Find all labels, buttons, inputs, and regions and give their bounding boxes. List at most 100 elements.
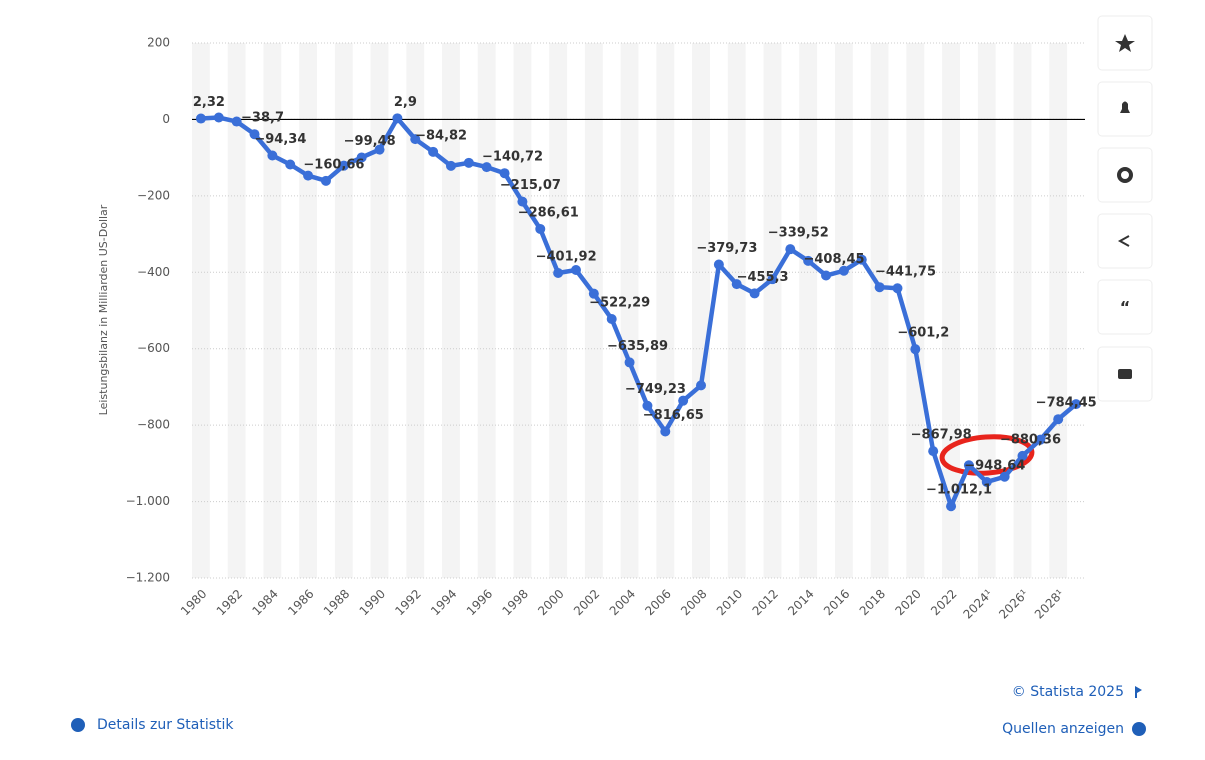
band-stripe: [763, 43, 782, 578]
x-tick-label: 2018: [857, 587, 888, 618]
data-point: [320, 175, 331, 186]
value-label: −601,2: [897, 326, 949, 341]
data-point: [1035, 434, 1046, 445]
band-stripe: [406, 43, 425, 578]
x-tick-label: 2012: [750, 587, 781, 618]
band-stripe: [442, 43, 460, 578]
data-point: [213, 112, 224, 123]
data-point: [463, 157, 474, 168]
data-point: [785, 244, 796, 255]
value-label: −784,45: [1036, 396, 1097, 411]
band-stripe: [263, 43, 282, 578]
data-point: [874, 282, 885, 293]
value-label: −401,92: [536, 250, 597, 265]
band-stripe: [942, 43, 960, 578]
data-point: [481, 162, 492, 173]
data-point: [445, 160, 456, 171]
band-stripe: [692, 43, 710, 578]
band-stripe: [299, 43, 318, 578]
value-label: −140,72: [482, 150, 543, 165]
copyright: © Statista 2025: [1012, 684, 1124, 700]
highlight-annotation: [939, 434, 1035, 476]
value-label: −880,36: [1000, 432, 1061, 447]
x-tick-label: 1982: [214, 587, 245, 618]
data-point: [249, 129, 260, 140]
data-point: [570, 264, 581, 275]
band-stripe: [477, 43, 496, 578]
data-point: [678, 395, 689, 406]
band-stripe: [334, 43, 353, 578]
value-label: −522,29: [589, 296, 650, 311]
gear-icon: [1117, 167, 1133, 183]
info-icon: [1132, 722, 1146, 736]
data-point: [195, 113, 206, 124]
band-stripe: [1013, 43, 1032, 578]
data-point: [356, 152, 367, 163]
data-point: [696, 380, 707, 391]
y-tick-label: −1.000: [126, 494, 170, 508]
print-icon: [1118, 369, 1132, 379]
data-point: [803, 255, 814, 266]
value-label: 2,32: [193, 95, 225, 110]
value-label: −455,3: [737, 270, 789, 285]
value-label: −215,07: [500, 178, 561, 193]
data-point: [303, 170, 314, 181]
data-point: [267, 150, 278, 161]
data-point: [285, 159, 296, 170]
band-stripe: [370, 43, 389, 578]
sources-link[interactable]: Quellen anzeigen: [1002, 721, 1124, 737]
info-icon: [71, 718, 85, 732]
y-tick-label: −800: [137, 418, 170, 432]
x-tick-label: 1994: [428, 587, 459, 618]
x-tick-label: 2000: [535, 587, 566, 618]
band-stripe: [727, 43, 746, 578]
data-point: [517, 196, 528, 207]
band-stripe: [906, 43, 925, 578]
x-tick-label: 2020: [892, 587, 923, 618]
data-point: [821, 270, 832, 281]
data-point: [946, 501, 957, 512]
data-point: [338, 160, 349, 171]
y-tick-label: 0: [162, 112, 170, 126]
value-label: −816,65: [643, 408, 704, 423]
value-label: −1.012,1: [926, 483, 992, 498]
data-point: [928, 446, 939, 457]
x-tick-label: 2022: [928, 587, 959, 618]
details-link[interactable]: Details zur Statistik: [97, 717, 234, 733]
x-tick-label: 2006: [642, 587, 673, 618]
data-point: [624, 357, 635, 368]
data-point: [588, 288, 599, 299]
x-tick-label: 1998: [500, 587, 531, 618]
data-point: [660, 426, 671, 437]
x-tick-label: 1996: [464, 587, 495, 618]
data-point: [999, 471, 1010, 482]
x-tick-label: 1992: [392, 587, 423, 618]
data-point: [767, 274, 778, 285]
value-label: −99,48: [344, 134, 396, 149]
data-point: [410, 134, 421, 145]
value-label: −84,82: [415, 128, 467, 143]
y-tick-label: −400: [137, 265, 170, 279]
data-point: [731, 279, 742, 290]
cite-button[interactable]: [1097, 279, 1153, 335]
x-tick-label: 1980: [178, 587, 209, 618]
value-label: −948,64: [964, 458, 1025, 473]
data-point: [428, 146, 439, 157]
y-tick-label: −1.200: [126, 571, 170, 585]
x-tick-label: 1986: [285, 587, 316, 618]
band-stripe: [227, 43, 246, 578]
x-tick-label: 2024¹: [960, 587, 995, 622]
data-point: [981, 476, 992, 487]
band-stripe: [799, 43, 818, 578]
x-tick-label: 2002: [571, 587, 602, 618]
x-tick-label: 2010: [714, 587, 745, 618]
data-point: [1053, 414, 1064, 425]
data-point: [1017, 450, 1028, 461]
share-button[interactable]: [1097, 213, 1153, 269]
data-point: [856, 254, 867, 265]
settings-button[interactable]: [1097, 147, 1153, 203]
data-point: [749, 288, 760, 299]
value-label: −339,52: [768, 226, 829, 241]
band-stripe: [620, 43, 639, 578]
